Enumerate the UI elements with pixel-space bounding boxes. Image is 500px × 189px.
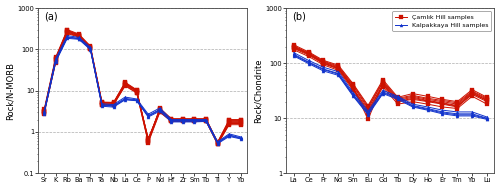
Y-axis label: Rock/Chondrite: Rock/Chondrite [254, 58, 262, 123]
Text: (b): (b) [292, 11, 306, 21]
Legend: Çamlık Hill samples, Kalpakkaya Hill samples: Çamlık Hill samples, Kalpakkaya Hill sam… [392, 11, 492, 31]
Y-axis label: Rock/N-MORB: Rock/N-MORB [6, 62, 15, 120]
Text: (a): (a) [44, 11, 58, 21]
